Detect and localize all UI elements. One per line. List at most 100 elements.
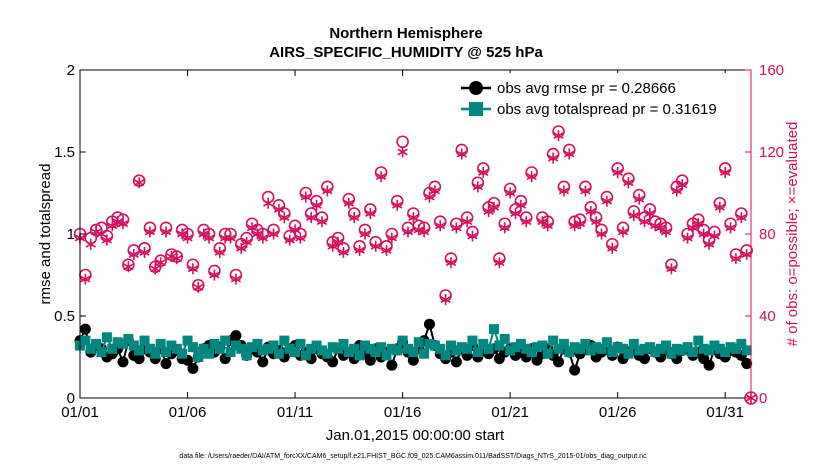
rmse-point [79,323,91,335]
totalspread-point [601,337,612,348]
totalspread-point [693,335,704,346]
rmse-point [703,359,715,371]
totalspread-point [101,332,112,343]
totalspread-point [623,348,634,359]
totalspread-point [736,338,747,349]
obs-evaluated-marker [306,212,317,224]
obs-evaluated-marker [682,232,693,244]
totalspread-point [214,343,225,354]
totalspread-point [505,345,516,356]
obs-evaluated-marker [714,201,725,213]
totalspread-point [650,347,661,358]
obs-evaluated-marker [203,232,215,244]
totalspread-point [220,335,231,346]
obs-evaluated-marker [354,244,365,256]
obs-evaluated-marker [478,167,489,178]
totalspread-point [128,340,139,351]
obs-evaluated-marker [494,257,505,269]
obs-evaluated-marker [107,220,118,232]
rmse-point [569,364,581,376]
totalspread-point [306,343,317,354]
obs-evaluated-marker [133,177,145,189]
obs-evaluated-marker [193,281,204,293]
totalspread-point [596,343,607,354]
totalspread-point [628,338,639,349]
obs-evaluated-marker [547,152,559,164]
x-tick-label: 01/31 [706,404,744,421]
obs-count-markers [73,84,758,405]
obs-evaluated-marker [144,226,156,238]
totalspread-point [677,345,688,356]
obs-evaluated-marker [365,208,376,219]
totalspread-point [709,340,720,351]
totalspread-point [198,343,209,354]
totalspread-point [472,347,483,358]
obs-evaluated-marker [392,199,403,211]
totalspread-point [494,340,505,351]
totalspread-point [435,343,446,354]
obs-evaluated-marker [257,232,268,244]
obs-evaluated-marker [542,220,553,232]
totalspread-point [381,350,392,361]
obs-evaluated-marker [467,230,478,242]
totalspread-point [618,343,629,354]
obs-evaluated-marker [139,246,150,258]
obs-evaluated-marker [236,242,247,254]
obs-evaluated-marker [327,240,338,252]
y-tick-label: 0 [67,390,75,407]
totalspread-point [322,348,333,359]
totalspread-point [515,338,526,349]
obs-evaluated-marker [612,167,623,178]
totalspread-point [445,340,456,351]
obs-evaluated-marker [295,232,306,244]
totalspread-point [150,348,161,359]
totalspread-point [80,335,91,346]
x-axis-label: Jan.01,2015 00:00:00 start [326,427,505,444]
totalspread-point [585,345,596,356]
obs-evaluated-marker [150,263,161,275]
totalspread-point [698,343,709,354]
totalspread-point [252,338,263,349]
obs-evaluated-marker [279,212,290,224]
obs-evaluated-marker [574,218,586,230]
totalspread-point [155,338,166,349]
chart-title-line2: AIRS_SPECIFIC_HUMIDITY @ 525 hPa [269,44,543,61]
rmse-point [230,330,242,342]
obs-evaluated-marker [623,177,634,189]
obs-evaluated-marker [316,216,328,228]
obs-evaluated-marker [666,263,677,275]
x-tick-label: 01/21 [491,404,529,421]
obs-evaluated-marker [472,181,484,193]
totalspread-point [316,345,327,356]
x-tick-label: 01/01 [61,404,99,421]
totalspread-point [682,342,693,353]
totalspread-point [343,347,354,358]
obs-evaluated-marker [526,171,537,183]
totalspread-point [408,347,419,358]
rmse-point [160,358,172,370]
obs-evaluated-marker [580,185,591,197]
obs-evaluated-marker [499,222,510,234]
y2-tick-label: 160 [759,62,784,79]
totalspread-point [236,343,247,354]
obs-evaluated-marker [440,294,451,306]
obs-evaluated-marker [408,212,419,224]
rmse-point [364,354,376,366]
totalspread-point [462,343,473,354]
rmse-point [257,356,269,368]
totalspread-point [671,343,682,354]
obs-evaluated-marker [703,238,715,250]
y-tick-label: 0.5 [54,308,75,325]
totalspread-point [257,345,268,356]
x-tick-label: 01/26 [599,404,637,421]
obs-evaluated-marker [504,187,516,199]
obs-evaluated-marker [338,246,349,258]
rmse-point [407,354,419,366]
obs-evaluated-marker [634,193,645,205]
totalspread-point [263,343,274,354]
obs-evaluated-marker [639,216,650,228]
totalspread-point [376,342,387,353]
obs-evaluated-marker [80,273,91,285]
totalspread-point [720,347,731,358]
obs-evaluated-marker [558,185,570,197]
